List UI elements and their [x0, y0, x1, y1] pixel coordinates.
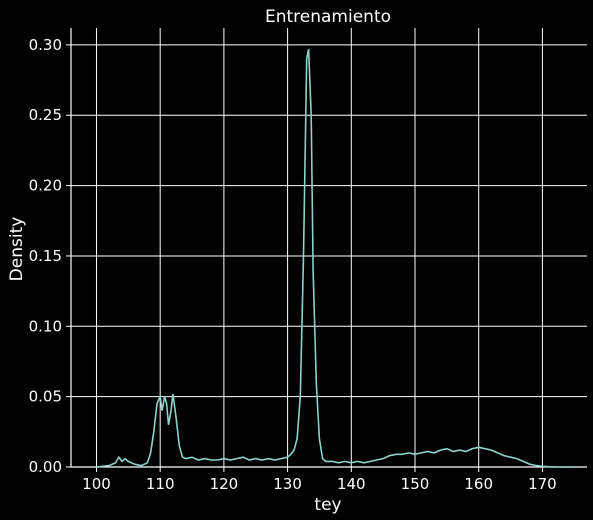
x-axis-label: tey — [314, 495, 341, 515]
chart-title: Entrenamiento — [265, 7, 391, 27]
x-tick-label: 140 — [337, 475, 366, 493]
y-tick-label: 0.10 — [29, 317, 62, 335]
y-tick-label: 0.00 — [29, 458, 62, 476]
axes — [66, 28, 587, 472]
y-tick-label: 0.25 — [29, 106, 62, 124]
x-tick-label: 150 — [401, 475, 430, 493]
y-tick-labels: 0.00 0.05 0.10 0.15 0.20 0.25 0.30 — [29, 36, 62, 476]
y-tick-label: 0.30 — [29, 36, 62, 54]
x-tick-label: 120 — [210, 475, 239, 493]
x-tick-label: 160 — [464, 475, 493, 493]
x-tick-label: 130 — [273, 475, 302, 493]
x-tick-label: 110 — [146, 475, 175, 493]
y-tick-label: 0.15 — [29, 247, 62, 265]
y-axis-label: Density — [7, 217, 27, 282]
y-tick-label: 0.20 — [29, 177, 62, 195]
y-tick-label: 0.05 — [29, 388, 62, 406]
x-tick-label: 170 — [528, 475, 557, 493]
density-line — [96, 48, 575, 468]
x-tick-label: 100 — [82, 475, 111, 493]
x-tick-labels: 100 110 120 130 140 150 160 170 — [82, 475, 557, 493]
